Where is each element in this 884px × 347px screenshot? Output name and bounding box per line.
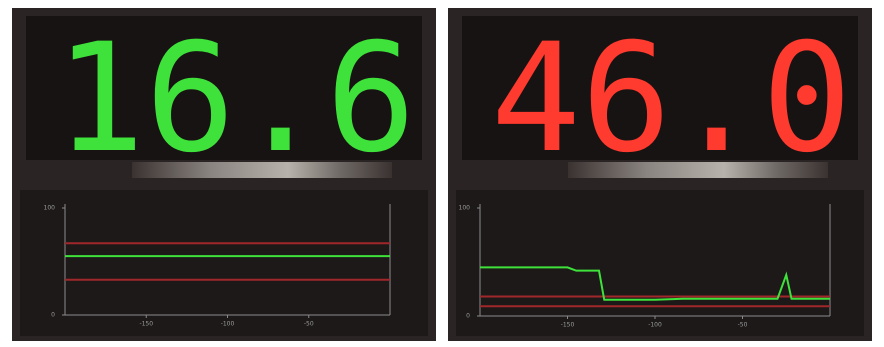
display-strip [568, 162, 828, 178]
chart-area [20, 190, 428, 336]
y-tick-label: 0 [466, 313, 470, 320]
x-tick-label: -150 [139, 321, 153, 328]
y-tick-label: 100 [44, 205, 56, 212]
x-tick-label: -50 [738, 322, 748, 329]
chart-area [456, 190, 864, 336]
y-tick-label: 100 [459, 205, 471, 212]
x-tick-label: -100 [221, 321, 235, 328]
display-value: 16.6 [55, 12, 416, 186]
x-tick-label: -100 [648, 322, 662, 329]
y-tick-label: 0 [51, 312, 55, 319]
display-value: 46.0 [491, 12, 852, 186]
display-box [26, 16, 422, 160]
display-strip [132, 162, 392, 178]
x-tick-label: -50 [304, 321, 314, 328]
display-box [462, 16, 858, 160]
x-tick-label: -150 [561, 322, 575, 329]
series-line [480, 266, 830, 301]
